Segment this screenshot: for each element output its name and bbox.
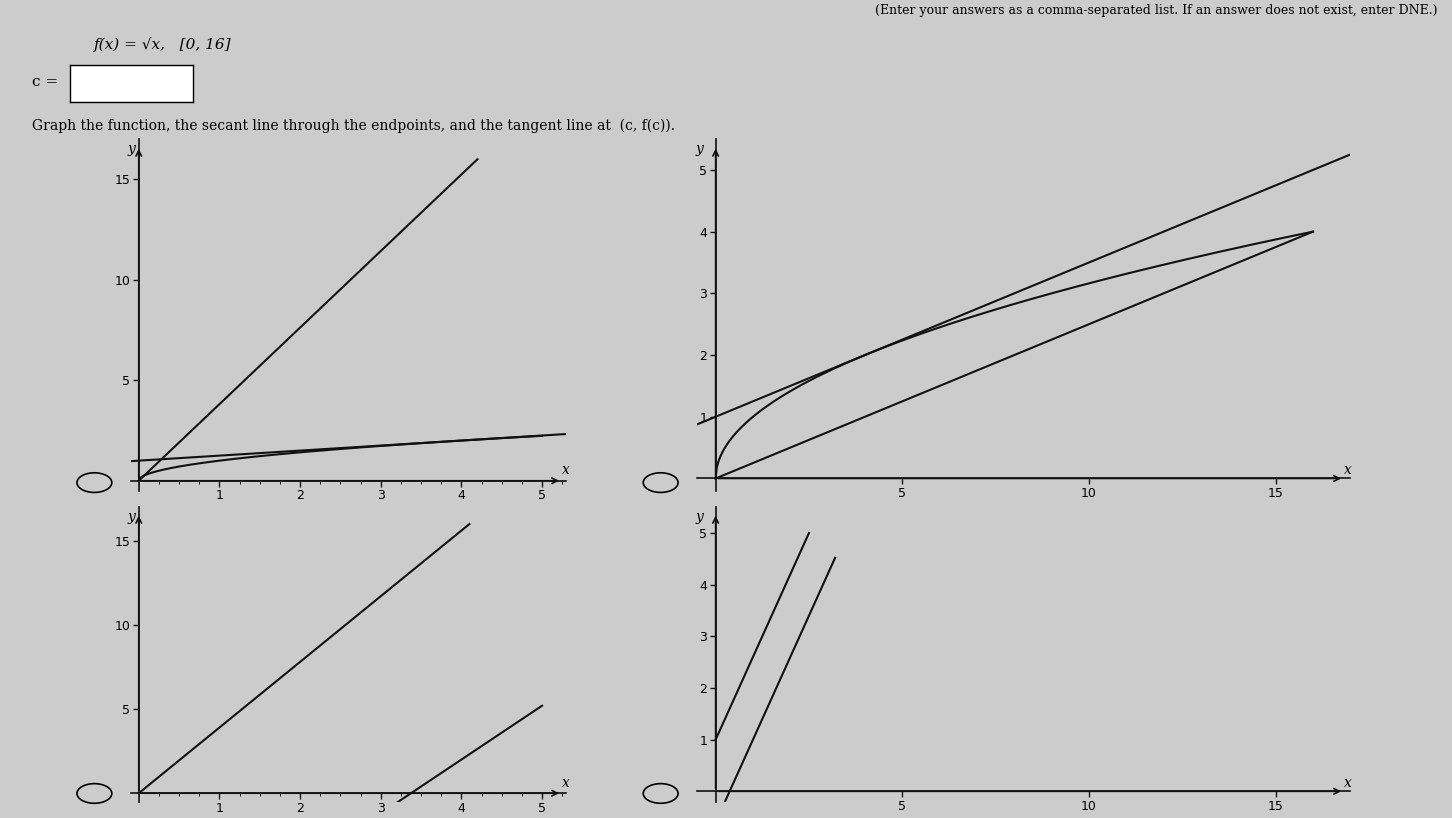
Text: y: y (128, 510, 135, 524)
Text: Graph the function, the secant line through the endpoints, and the tangent line : Graph the function, the secant line thro… (32, 119, 675, 133)
Text: f(x) = √x,   [0, 16]: f(x) = √x, [0, 16] (94, 37, 232, 52)
Text: x: x (1345, 775, 1352, 790)
Text: y: y (696, 142, 703, 156)
Text: y: y (696, 510, 703, 524)
Text: y: y (128, 142, 135, 156)
Text: x: x (562, 775, 569, 790)
Text: x: x (1345, 463, 1352, 477)
Text: c =: c = (32, 74, 58, 89)
Text: (Enter your answers as a comma-separated list. If an answer does not exist, ente: (Enter your answers as a comma-separated… (876, 4, 1437, 17)
Text: x: x (562, 463, 569, 477)
